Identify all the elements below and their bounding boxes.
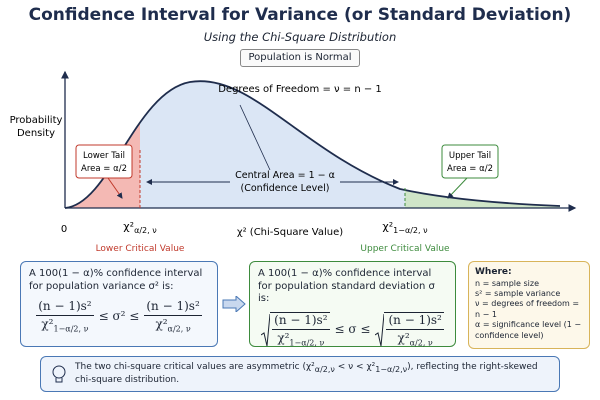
- lower-tail-text: Area = α/2: [81, 164, 127, 174]
- upper-tail-area: [405, 190, 560, 208]
- variance-intro: A 100(1 − α)% confidence interval for po…: [29, 268, 203, 292]
- subscript: α/2,ν: [314, 364, 335, 374]
- radical-sign: [375, 313, 385, 346]
- footer-text: < ν <: [334, 362, 367, 372]
- symbol: χ²: [382, 220, 393, 233]
- footer-text: ), reflecting the right-skewed chi-squar…: [75, 362, 538, 385]
- chart: Degrees of Freedom = ν = n − 1 Probabili…: [10, 70, 577, 254]
- dof-label: Degrees of Freedom = ν = n − 1: [218, 84, 382, 95]
- where-box: Where: n = sample size s² = sample varia…: [468, 261, 590, 349]
- subscript: 1−α/2, ν: [289, 337, 325, 347]
- denominator: χ²α/2, ν: [155, 316, 190, 334]
- where-item: ν = degrees of freedom = n − 1: [475, 299, 580, 319]
- symbol: χ²: [366, 362, 376, 372]
- relation: ≤ σ ≤: [334, 322, 371, 337]
- variance-formula: (n − 1)s² χ²1−α/2, ν ≤ σ² ≤ (n − 1)s² χ²α/…: [29, 299, 209, 334]
- lower-tail-box: [75, 144, 133, 179]
- sd-formula: (n − 1)s² χ²1−α/2, ν ≤ σ ≤ (n − 1)s² χ²α/2…: [258, 311, 447, 348]
- footer-box: The two chi-square critical values are a…: [40, 356, 560, 392]
- upper-tail-pointer: [447, 177, 468, 199]
- where-item: n = sample size: [475, 278, 539, 288]
- fraction: (n − 1)s² χ²1−α/2, ν: [272, 313, 330, 348]
- symbol: χ²: [277, 330, 290, 345]
- relation: ≤ σ² ≤: [98, 309, 140, 324]
- lower-tail-text: Lower Tail: [83, 151, 125, 161]
- y-label: Probability: [10, 115, 63, 126]
- fraction: (n − 1)s² χ²1−α/2, ν: [36, 299, 94, 334]
- numerator: (n − 1)s²: [272, 313, 330, 330]
- symbol: χ²: [41, 317, 54, 331]
- central-label: (Confidence Level): [241, 183, 330, 194]
- symbol: χ²: [397, 330, 410, 345]
- upper-tail-text: Upper Tail: [449, 151, 491, 161]
- upper-critical: χ²1−α/2, ν: [382, 220, 428, 235]
- symbol: χ²: [305, 362, 315, 372]
- arrow: [222, 296, 246, 312]
- subscript: α/2, ν: [167, 324, 191, 334]
- badge: Population is Normal: [240, 49, 360, 67]
- where-item: s² = sample variance: [475, 289, 561, 299]
- numerator: (n − 1)s²: [144, 299, 202, 316]
- title: Confidence Interval for Variance (or Sta…: [28, 5, 572, 25]
- where-item: α = significance level (1 − confidence l…: [475, 320, 582, 340]
- subscript: α/2, ν: [134, 226, 157, 235]
- central-label: Central Area = 1 − α: [235, 170, 335, 181]
- upper-tail-box: [441, 144, 499, 179]
- symbol: χ²: [155, 317, 168, 331]
- dof-pointer: [239, 104, 271, 171]
- sd-box: A 100(1 − α)% confidence interval for po…: [249, 261, 456, 347]
- subscript: 1−α/2,ν: [375, 364, 408, 374]
- lower-tail-area: [65, 122, 140, 208]
- upper-critical-label: Upper Critical Value: [360, 244, 450, 254]
- radical: (n − 1)s² χ²1−α/2, ν: [261, 311, 330, 348]
- y-label: Density: [17, 128, 55, 139]
- subscript: 1−α/2, ν: [53, 324, 89, 334]
- bulb-icon: [52, 365, 66, 383]
- footer-text: The two chi-square critical values are a…: [75, 362, 306, 372]
- numerator: (n − 1)s²: [36, 299, 94, 316]
- where-title: Where:: [475, 267, 512, 277]
- fraction: (n − 1)s² χ²α/2, ν: [386, 313, 444, 348]
- lower-critical-label: Lower Critical Value: [96, 244, 185, 254]
- subtitle: Using the Chi-Square Distribution: [203, 30, 397, 44]
- fraction: (n − 1)s² χ²α/2, ν: [144, 299, 202, 334]
- radical: (n − 1)s² χ²α/2, ν: [375, 311, 444, 348]
- denominator: χ²1−α/2, ν: [277, 330, 324, 348]
- denominator: χ²1−α/2, ν: [41, 316, 88, 334]
- subscript: α/2, ν: [409, 337, 433, 347]
- subscript: 1−α/2, ν: [393, 226, 428, 235]
- radical-sign: [261, 313, 271, 346]
- denominator: χ²α/2, ν: [398, 330, 433, 348]
- central-area: [140, 81, 405, 208]
- symbol: χ²: [123, 220, 134, 233]
- variance-box: A 100(1 − α)% confidence interval for po…: [20, 261, 218, 347]
- upper-tail-text: Area = α/2: [447, 164, 493, 174]
- lower-tail-pointer: [107, 177, 123, 199]
- origin: 0: [61, 224, 67, 235]
- sd-intro: A 100(1 − α)% confidence interval for po…: [258, 268, 435, 304]
- numerator: (n − 1)s²: [386, 313, 444, 330]
- x-label: χ² (Chi-Square Value): [237, 227, 343, 238]
- lower-critical: χ²α/2, ν: [123, 220, 157, 235]
